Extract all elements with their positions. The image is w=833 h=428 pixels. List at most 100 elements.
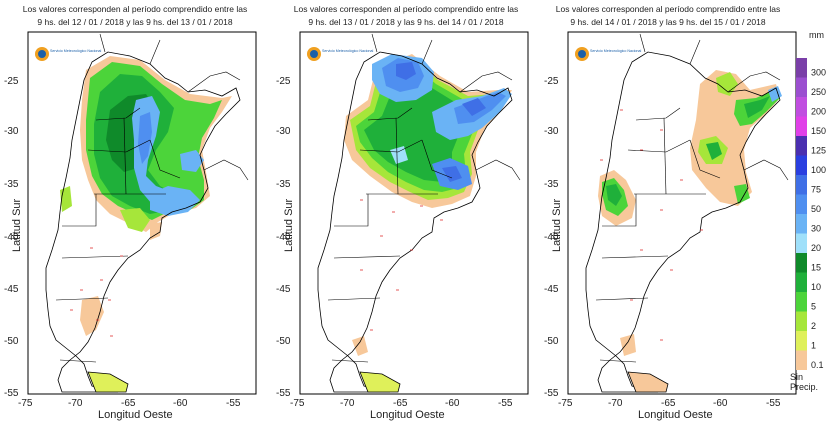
- province-borders: [327, 107, 453, 363]
- y-tick: -40: [544, 232, 559, 243]
- y-tick: -40: [276, 232, 291, 243]
- x-tick: -70: [68, 398, 83, 409]
- x-tick: -75: [290, 398, 305, 409]
- y-ticks: -25 -30 -35 -40 -45 -50 -55: [276, 76, 291, 399]
- precip-fill: [318, 52, 512, 392]
- legend-label: 300: [811, 68, 826, 78]
- map-3: Servicio Meteorológico Nacional -25 -30 …: [544, 31, 797, 421]
- x-ticks: -75 -70 -65 -60 -55: [18, 398, 241, 409]
- station-marks: [70, 109, 703, 341]
- y-tick: -45: [276, 284, 291, 295]
- legend-swatch: [796, 175, 807, 195]
- neighbor-borders: [99, 33, 249, 181]
- legend-label: 50: [811, 204, 821, 214]
- y-tick: -25: [4, 76, 19, 87]
- x-ticks: -75 -70 -65 -60 -55: [558, 398, 781, 409]
- x-axis-label: Longitud Oeste: [638, 409, 713, 421]
- y-axis-label: Latitud Sur: [11, 198, 23, 252]
- y-tick: -45: [544, 284, 559, 295]
- legend-swatch: [796, 194, 807, 214]
- y-tick: -50: [276, 336, 291, 347]
- legend-label: 1: [811, 341, 816, 351]
- x-tick: -65: [393, 398, 408, 409]
- x-axis-label: Longitud Oeste: [98, 409, 173, 421]
- y-tick: -30: [4, 126, 19, 137]
- legend-no-precip-line2: Precip.: [790, 382, 819, 392]
- legend-no-precip: Sin Precip.: [790, 372, 818, 392]
- precip-legend: 300 250 200 150 125 100 75 50 30 20 15 10 5 2 1 0.1: [796, 58, 826, 370]
- logo: Servicio Meteorológico Nacional: [35, 47, 102, 61]
- map-1: Servicio Meteorológico Nacional -25 -30 …: [4, 31, 257, 421]
- x-tick: -65: [121, 398, 136, 409]
- x-ticks: -75 -70 -65 -60 -55: [290, 398, 513, 409]
- neighbor-borders: [639, 33, 789, 181]
- precip-map-panel-2: Los valores corresponden al período comp…: [271, 0, 541, 428]
- x-tick: -55: [226, 398, 241, 409]
- legend-label: 100: [811, 165, 826, 175]
- legend-swatch: [796, 311, 807, 331]
- legend-swatch: [796, 214, 807, 234]
- legend-swatch: [796, 116, 807, 136]
- legend-swatch: [796, 253, 807, 273]
- legend-label: 10: [811, 282, 821, 292]
- province-borders: [595, 107, 721, 363]
- legend-label: 75: [811, 185, 821, 195]
- y-tick: -55: [544, 388, 559, 399]
- y-tick: -50: [544, 336, 559, 347]
- x-tick: -60: [713, 398, 728, 409]
- precip-map-panel-3: Los valores corresponden al período comp…: [533, 0, 803, 428]
- legend-swatch: [796, 331, 807, 351]
- legend-swatch: [796, 97, 807, 117]
- x-tick: -70: [340, 398, 355, 409]
- x-tick: -70: [608, 398, 623, 409]
- x-tick: -75: [558, 398, 573, 409]
- province-borders: [55, 107, 181, 363]
- x-tick: -60: [173, 398, 188, 409]
- y-tick: -55: [4, 388, 19, 399]
- legend-swatch: [796, 58, 807, 78]
- panel-title-line2: 9 hs. del 12 / 01 / 2018 y las 9 hs. del…: [37, 17, 233, 27]
- panel-title-line1: Los valores corresponden al período comp…: [293, 4, 519, 14]
- panel-title-line2: 9 hs. del 14 / 01 / 2018 y las 9 hs. del…: [570, 17, 766, 27]
- legend-label: 5: [811, 302, 816, 312]
- y-tick: -35: [276, 179, 291, 190]
- panel-title-line1: Los valores corresponden al período comp…: [555, 4, 781, 14]
- y-axis-label: Latitud Sur: [551, 198, 563, 252]
- x-tick: -55: [766, 398, 781, 409]
- precip-fill: [586, 52, 782, 392]
- legend-label: 125: [811, 146, 826, 156]
- y-tick: -35: [4, 179, 19, 190]
- y-tick: -50: [4, 336, 19, 347]
- x-tick: -65: [661, 398, 676, 409]
- neighbor-borders: [371, 33, 521, 181]
- x-axis-label: Longitud Oeste: [370, 409, 445, 421]
- x-tick: -55: [498, 398, 513, 409]
- y-tick: -55: [276, 388, 291, 399]
- y-tick: -35: [544, 179, 559, 190]
- legend-label: 15: [811, 263, 821, 273]
- legend-label: 250: [811, 87, 826, 97]
- legend-swatch: [796, 292, 807, 312]
- legend-label: 30: [811, 224, 821, 234]
- y-axis-label: Latitud Sur: [283, 198, 295, 252]
- logo-text: Servicio Meteorológico Nacional: [322, 49, 374, 53]
- y-ticks: -25 -30 -35 -40 -45 -50 -55: [4, 76, 19, 399]
- legend-label: 150: [811, 126, 826, 136]
- logo-text: Servicio Meteorológico Nacional: [50, 49, 102, 53]
- y-tick: -30: [544, 126, 559, 137]
- legend-swatch: [796, 350, 807, 370]
- legend-swatch: [796, 136, 807, 156]
- legend-label: 0.1: [811, 360, 824, 370]
- panel-title-line2: 9 hs. del 13 / 01 / 2018 y las 9 hs. del…: [308, 17, 504, 27]
- panel-title-line1: Los valores corresponden al período comp…: [22, 4, 248, 14]
- logo-text: Servicio Meteorológico Nacional: [590, 49, 642, 53]
- y-tick: -45: [4, 284, 19, 295]
- legend-unit: mm: [809, 30, 824, 40]
- precip-map-panel-1: Los valores corresponden al período comp…: [0, 0, 270, 428]
- map-2: Servicio Meteorológico Nacional -25 -30 …: [276, 31, 529, 421]
- logo: Servicio Meteorológico Nacional: [307, 47, 374, 61]
- y-tick: -40: [4, 232, 19, 243]
- legend-label: 200: [811, 107, 826, 117]
- y-ticks: -25 -30 -35 -40 -45 -50 -55: [544, 76, 559, 399]
